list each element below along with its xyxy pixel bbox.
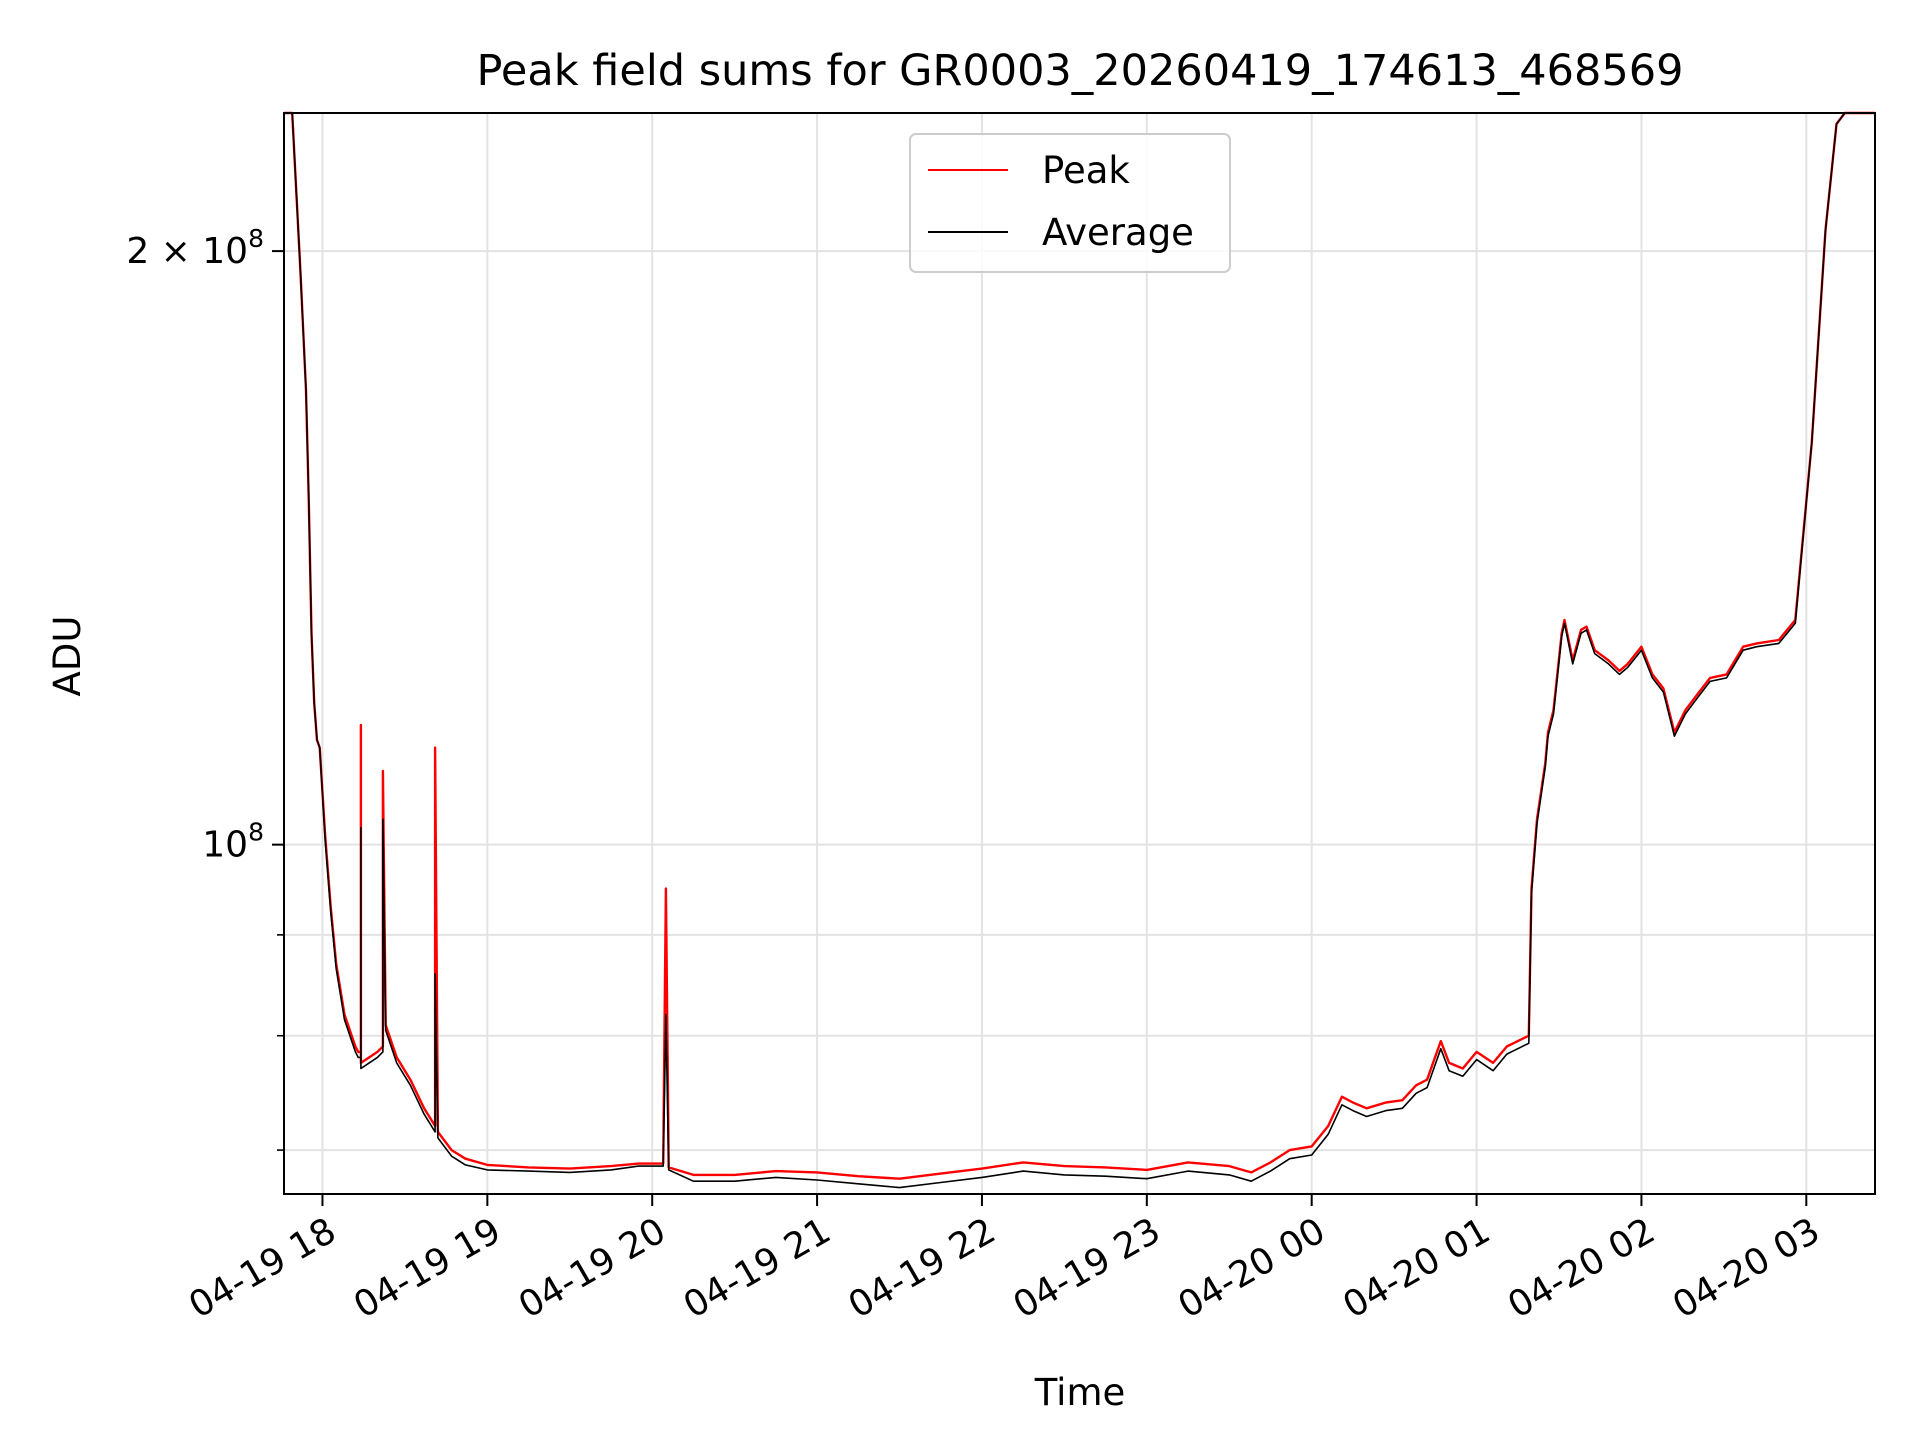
x-axis-label: Time: [1034, 1371, 1126, 1414]
y-axis: 108 2 × 108: [126, 224, 284, 1151]
y-tick-label: 2 × 108: [126, 224, 264, 272]
legend-label-peak: Peak: [1042, 149, 1130, 192]
series-line-average: [284, 112, 1875, 1189]
legend-label-average: Average: [1042, 211, 1194, 254]
series-layer: [284, 111, 1875, 1189]
legend-box: [909, 133, 1231, 273]
series-line-peak: [284, 111, 1875, 1180]
y-axis-label: ADU: [46, 616, 89, 697]
chart-title: Peak field sums for GR0003_20260419_1746…: [477, 46, 1684, 96]
legend: Peak Average: [909, 133, 1231, 273]
plot-frame: [283, 112, 1876, 1195]
y-tick-label: 108: [202, 818, 264, 866]
